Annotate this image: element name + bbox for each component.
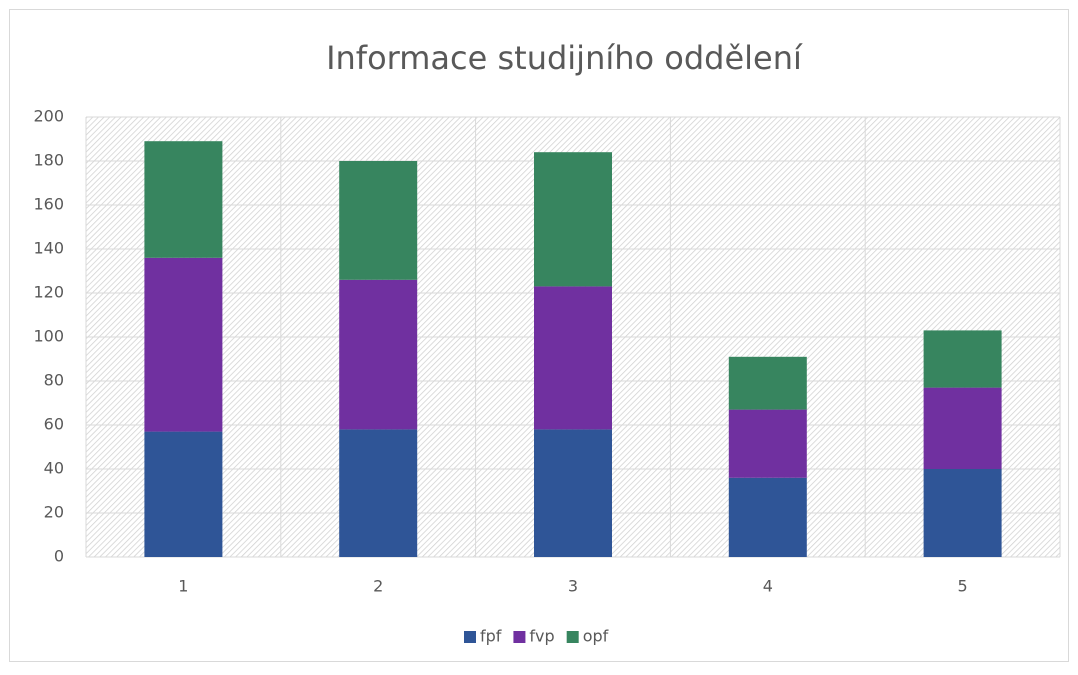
legend-label: opf [583, 627, 609, 646]
bar-segment [339, 279, 418, 430]
bar-segment [339, 161, 418, 280]
y-tick-label: 120 [33, 283, 64, 302]
bar-segment [923, 469, 1002, 557]
bar-segment [534, 286, 612, 430]
chart-title: Informace studijního oddělení [326, 39, 803, 77]
bar-segment [534, 429, 612, 557]
y-tick-label: 60 [44, 415, 64, 434]
y-tick-label: 40 [44, 459, 64, 478]
bar-segment [534, 152, 612, 287]
legend-swatch [566, 631, 579, 643]
x-tick-label: 4 [763, 577, 773, 596]
x-tick-label: 3 [568, 577, 578, 596]
y-tick-label: 0 [54, 547, 64, 566]
bar-segment [728, 409, 807, 478]
x-tick-label: 5 [958, 577, 968, 596]
y-tick-label: 100 [33, 327, 64, 346]
legend-label: fpf [480, 627, 502, 646]
bar-segment [923, 387, 1002, 469]
y-tick-label: 80 [44, 371, 64, 390]
bar-segment [728, 477, 807, 557]
y-tick-label: 180 [33, 151, 64, 170]
x-tick-label: 1 [178, 577, 188, 596]
x-tick-label: 2 [373, 577, 383, 596]
bar-segment [923, 330, 1002, 388]
legend-swatch [464, 631, 476, 643]
bar-segment [728, 356, 807, 410]
bar-segment [144, 141, 223, 258]
legend-label: fvp [529, 627, 554, 646]
bar-segment [339, 429, 418, 557]
y-tick-label: 160 [33, 195, 64, 214]
bar-segment [144, 257, 223, 432]
bar-segment [144, 431, 223, 557]
y-tick-label: 140 [33, 239, 64, 258]
y-tick-label: 20 [44, 503, 64, 522]
y-tick-label: 200 [33, 107, 64, 126]
legend-swatch [513, 631, 526, 643]
